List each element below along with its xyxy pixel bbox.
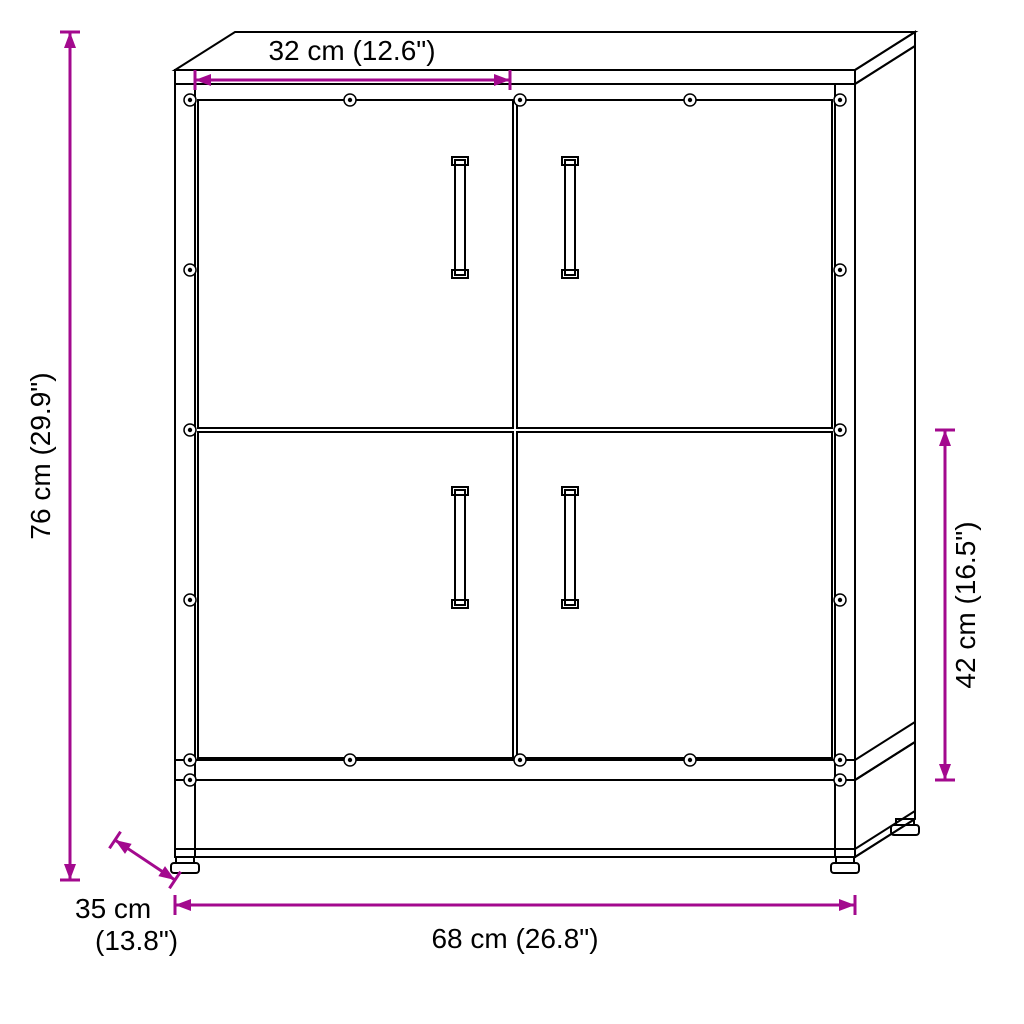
cabinet-drawing bbox=[171, 32, 919, 873]
label-width: 68 cm (26.8") bbox=[431, 923, 598, 954]
label-lower: 42 cm (16.5") bbox=[950, 521, 981, 688]
label-depth-in: (13.8") bbox=[95, 925, 178, 956]
label-height: 76 cm (29.9") bbox=[25, 372, 56, 539]
label-door: 32 cm (12.6") bbox=[268, 35, 435, 66]
dimension-diagram: 76 cm (29.9") 68 cm (26.8") 35 cm (13.8"… bbox=[0, 0, 1024, 1024]
label-depth-cm: 35 cm bbox=[75, 893, 151, 924]
